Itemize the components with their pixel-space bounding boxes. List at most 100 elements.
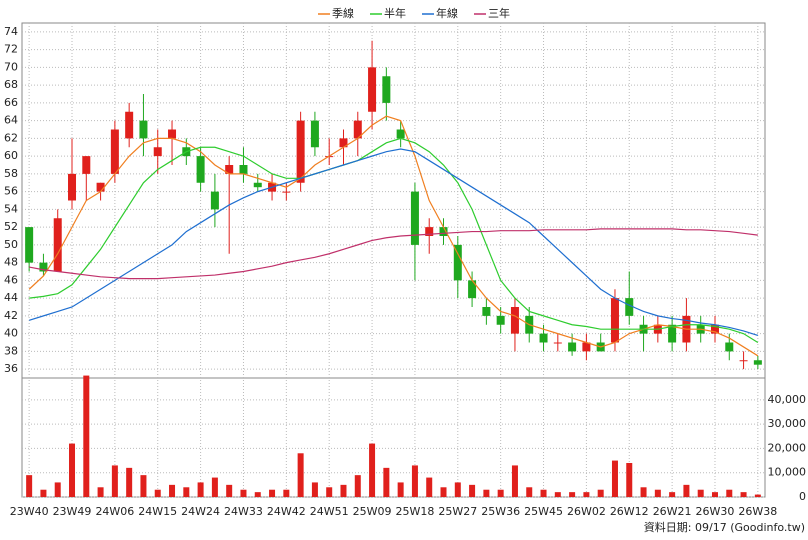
volume-bar — [69, 443, 76, 497]
candle-body — [96, 182, 105, 192]
volume-bar — [354, 475, 361, 497]
y-tick-label: 58 — [4, 167, 18, 180]
volume-bar — [297, 453, 304, 497]
x-tick-label: 23W40 — [10, 505, 49, 518]
candle-body — [496, 315, 505, 325]
legend-label: 季線 — [332, 6, 354, 20]
candle-body — [282, 191, 291, 193]
volume-bar — [740, 492, 747, 497]
candle-body — [239, 165, 248, 174]
volume-bar — [40, 489, 47, 497]
candle-body — [753, 360, 762, 365]
moving-average-line — [29, 137, 759, 344]
volume-bar — [669, 492, 676, 497]
x-tick-label: 26W30 — [696, 505, 735, 518]
y-tick-label: 64 — [4, 114, 18, 127]
candle-body — [739, 360, 748, 362]
volume-bar — [211, 477, 218, 497]
footer: 資料日期: 09/17 (Goodinfo.tw) — [644, 520, 805, 534]
volume-bar — [154, 489, 161, 497]
candle-body — [725, 342, 734, 352]
volume-bar — [697, 489, 704, 497]
volume-bar — [726, 489, 733, 497]
y-tick-label: 40,000 — [768, 393, 807, 406]
volume-bar — [611, 460, 618, 497]
candle-body — [382, 76, 391, 103]
y-tick-label: 36 — [4, 362, 18, 375]
candle-body — [353, 120, 362, 139]
volume-bar — [683, 484, 690, 497]
x-tick-label: 24W24 — [181, 505, 220, 518]
candle-body — [410, 191, 419, 245]
candle-body — [253, 182, 262, 188]
candle-body — [125, 111, 134, 139]
candle-body — [482, 307, 491, 316]
x-tick-label: 24W33 — [224, 505, 263, 518]
y-tick-label: 10,000 — [768, 466, 807, 479]
y-tick-label: 46 — [4, 273, 18, 286]
y-tick-label: 62 — [4, 131, 18, 144]
volume-bar — [126, 467, 133, 497]
candle-body — [396, 129, 405, 139]
volume-bar — [483, 489, 490, 497]
volume-bar — [754, 494, 761, 497]
volume-bar — [311, 482, 318, 497]
y-tick-label: 44 — [4, 291, 18, 304]
volume-bar — [183, 487, 190, 497]
volume-bar — [254, 492, 261, 497]
candle-body — [668, 324, 677, 343]
volume-bar — [597, 489, 604, 497]
volume-bar — [269, 489, 276, 497]
volume-bar — [383, 467, 390, 497]
x-tick-label: 26W12 — [610, 505, 649, 518]
y-tick-label: 68 — [4, 78, 18, 91]
volume-bar — [397, 482, 404, 497]
candle-body — [196, 156, 205, 183]
volume-bar — [511, 465, 518, 497]
volume-bar — [526, 487, 533, 497]
y-tick-label: 70 — [4, 60, 18, 73]
candle-body — [339, 138, 348, 148]
candle-body — [510, 307, 519, 334]
y-tick-label: 56 — [4, 185, 18, 198]
volume-bar — [569, 492, 576, 497]
candle-body — [610, 298, 619, 343]
x-tick-label: 25W45 — [524, 505, 563, 518]
volume-bar — [169, 484, 176, 497]
volume-bar — [226, 484, 233, 497]
y-tick-label: 66 — [4, 96, 18, 109]
y-tick-label: 52 — [4, 220, 18, 233]
legend-label: 年線 — [436, 6, 458, 20]
volume-bar — [554, 492, 561, 497]
moving-average-line — [28, 115, 759, 357]
y-tick-label: 60 — [4, 149, 18, 162]
y-tick-label: 50 — [4, 238, 18, 251]
volume-bar — [369, 443, 376, 497]
x-tick-label: 24W06 — [95, 505, 134, 518]
volume-bar — [26, 475, 33, 497]
candle-body — [368, 67, 377, 112]
volume-bar — [140, 475, 147, 497]
candle-body — [582, 342, 591, 352]
volume-bar — [340, 484, 347, 497]
y-tick-label: 20,000 — [768, 441, 807, 454]
candle-body — [68, 173, 77, 201]
x-tick-label: 25W36 — [481, 505, 520, 518]
volume-bar — [711, 492, 718, 497]
plot-frame — [21, 22, 766, 498]
candle-body — [53, 218, 62, 272]
volume-bar — [83, 375, 90, 497]
moving-average-line — [29, 228, 758, 280]
y-tick-label: 48 — [4, 256, 18, 269]
x-tick-label: 25W27 — [438, 505, 477, 518]
candle-body — [82, 156, 91, 174]
legend: 季線 半年 年線 三年 — [318, 6, 510, 20]
volume-bar — [97, 487, 104, 497]
y-tick-label: 74 — [4, 25, 18, 38]
candle-body — [710, 324, 719, 334]
x-tick-label: 24W15 — [138, 505, 177, 518]
candle-body — [310, 120, 319, 148]
candle-body — [168, 129, 177, 139]
x-tick-label: 23W49 — [53, 505, 92, 518]
x-tick-label: 26W38 — [738, 505, 777, 518]
